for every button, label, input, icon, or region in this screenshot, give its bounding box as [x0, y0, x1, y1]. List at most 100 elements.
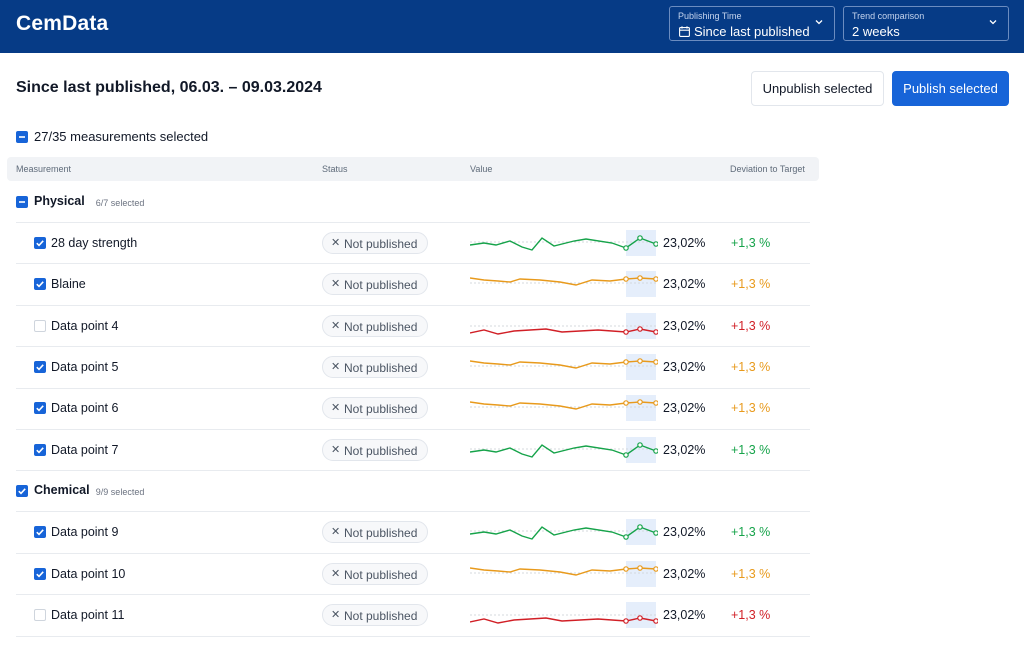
current-period-highlight	[626, 353, 656, 380]
row-divider	[16, 387, 810, 389]
status-label: Not published	[344, 443, 418, 458]
trend-sparkline	[470, 436, 658, 463]
row-checkbox[interactable]	[34, 319, 46, 332]
trend-comparison-select[interactable]: Trend comparison 2 weeks	[843, 6, 1009, 41]
status-badge: ✕ Not published	[322, 231, 428, 254]
status-badge: ✕ Not published	[322, 562, 428, 585]
trend-point	[623, 400, 629, 407]
check-icon	[36, 405, 44, 412]
trend-point	[653, 240, 658, 247]
measurement-name: Blaine	[51, 277, 86, 292]
status-badge: ✕ Not published	[322, 314, 428, 337]
deviation-value: +1,3 %	[731, 566, 771, 581]
measurement-value: 23,02%	[663, 277, 706, 292]
publishing-time-value: Since last published	[694, 24, 810, 39]
row-checkbox[interactable]	[34, 567, 46, 580]
publish-selected-button[interactable]: Publish selected	[892, 71, 1009, 106]
minus-icon	[19, 201, 25, 203]
trend-point	[653, 565, 658, 572]
trend-point	[637, 399, 643, 406]
group-title: Physical	[34, 194, 85, 208]
row-checkbox[interactable]	[34, 402, 46, 415]
top-bar: CemData Publishing Time Since last publi…	[0, 0, 1024, 53]
group-selection-count: 9/9 selected	[95, 487, 145, 498]
selection-summary: 27/35 measurements selected	[34, 129, 209, 144]
publishing-time-caption: Publishing Time	[678, 11, 742, 21]
trend-point	[637, 325, 643, 332]
row-divider	[16, 346, 810, 348]
unpublish-selected-button[interactable]: Unpublish selected	[751, 71, 884, 106]
trend-sparkline	[470, 229, 658, 256]
row-divider	[16, 552, 810, 554]
trend-point	[637, 524, 643, 530]
measurement-value: 23,02%	[663, 525, 706, 540]
row-checkbox[interactable]	[34, 608, 46, 621]
trend-point	[623, 618, 629, 624]
publishing-time-select[interactable]: Publishing Time Since last published	[669, 6, 835, 41]
status-label: Not published	[344, 360, 418, 375]
trend-point	[623, 244, 629, 251]
row-divider	[16, 635, 810, 637]
measurement-value: 23,02%	[663, 442, 706, 457]
trend-point	[653, 276, 658, 282]
trend-sparkline	[470, 395, 658, 422]
deviation-value: +1,3 %	[731, 525, 771, 540]
trend-point	[623, 565, 629, 572]
x-icon: ✕	[331, 402, 341, 415]
status-label: Not published	[344, 236, 418, 251]
trend-point	[637, 275, 643, 281]
row-checkbox[interactable]	[34, 526, 46, 539]
column-value: Value	[470, 164, 493, 174]
row-checkbox[interactable]	[34, 278, 46, 291]
trend-point	[653, 400, 658, 407]
chevron-down-icon	[989, 20, 997, 25]
page-title: Since last published, 06.03. – 09.03.202…	[16, 79, 322, 96]
chevron-down-icon	[815, 20, 823, 25]
measurement-value: 23,02%	[663, 318, 706, 333]
check-icon	[36, 529, 44, 536]
trend-sparkline	[470, 312, 658, 339]
row-checkbox[interactable]	[34, 360, 46, 373]
deviation-value: +1,3 %	[731, 235, 771, 250]
group-checkbox-chemical[interactable]	[16, 485, 28, 498]
status-badge: ✕ Not published	[322, 273, 428, 296]
measurement-name: Data point 11	[51, 607, 125, 622]
status-label: Not published	[344, 526, 418, 541]
status-badge: ✕ Not published	[322, 521, 428, 544]
status-label: Not published	[344, 567, 418, 582]
current-period-highlight	[626, 271, 656, 298]
status-label: Not published	[344, 278, 418, 293]
status-badge: ✕ Not published	[322, 355, 428, 378]
current-period-highlight	[626, 560, 656, 587]
trend-point	[637, 358, 643, 364]
row-divider	[16, 263, 810, 265]
status-label: Not published	[344, 402, 418, 417]
check-icon	[36, 281, 44, 288]
trend-point	[623, 359, 629, 365]
check-icon	[36, 570, 44, 578]
trend-point	[653, 447, 658, 454]
group-title: Chemical	[34, 483, 90, 498]
minus-icon	[19, 136, 25, 138]
measurement-value: 23,02%	[663, 235, 706, 250]
select-all-checkbox[interactable]	[16, 131, 28, 143]
row-checkbox[interactable]	[34, 443, 46, 456]
calendar-icon	[679, 26, 690, 37]
deviation-value: +1,3 %	[731, 442, 771, 457]
row-divider	[16, 470, 810, 472]
deviation-value: +1,3 %	[731, 359, 771, 374]
measurement-value: 23,02%	[663, 607, 706, 622]
check-icon	[36, 239, 44, 247]
status-label: Not published	[344, 608, 418, 623]
row-checkbox[interactable]	[34, 236, 46, 249]
trend-point	[653, 618, 658, 624]
column-deviation: Deviation to Target	[730, 164, 805, 174]
column-status: Status	[322, 164, 348, 174]
group-checkbox-physical[interactable]	[16, 196, 28, 208]
x-icon: ✕	[331, 278, 341, 291]
check-icon	[18, 488, 26, 495]
trend-point	[623, 276, 629, 282]
measurement-name: Data point 9	[51, 525, 119, 540]
measurement-value: 23,02%	[663, 359, 706, 374]
table-header: Measurement Status Value Deviation to Ta…	[7, 157, 819, 181]
